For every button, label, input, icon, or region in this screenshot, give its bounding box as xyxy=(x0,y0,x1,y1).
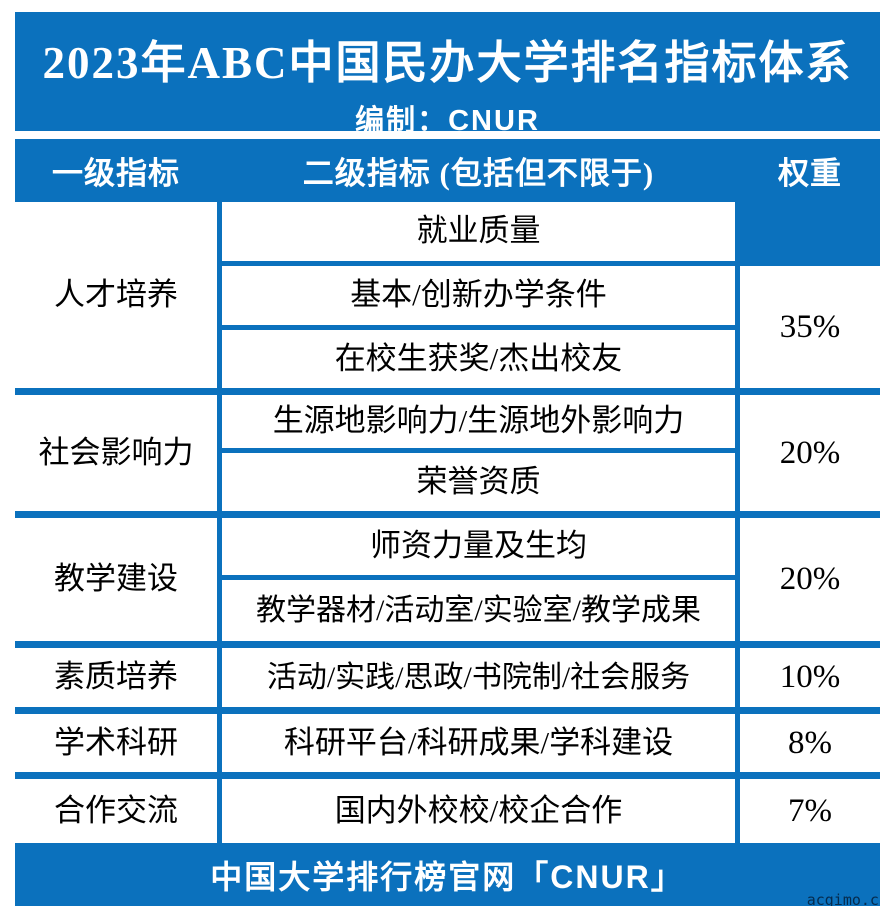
indicator-cell: 就业质量 xyxy=(217,202,740,266)
category-cell: 人才培养 xyxy=(15,202,217,395)
weight-header-extension xyxy=(740,202,880,266)
indicator-cell: 活动/实践/思政/书院制/社会服务 xyxy=(217,648,740,714)
footer-text: 中国大学排行榜官网「CNUR」 xyxy=(210,858,685,895)
indicator-cell: 科研平台/科研成果/学科建设 xyxy=(217,714,740,779)
category-cell: 社会影响力 xyxy=(15,395,217,518)
weight-cell: 7% xyxy=(740,779,880,843)
header-weight: 权重 xyxy=(778,156,842,191)
indicator-cell: 荣誉资质 xyxy=(217,453,740,518)
weight-cell: 10% xyxy=(740,648,880,714)
page-subtitle: 编制：CNUR xyxy=(355,105,540,137)
weight-cell: 20% xyxy=(740,395,880,518)
page-title: 2023年ABC中国民办大学排名指标体系 xyxy=(42,38,853,88)
weight-cell: 8% xyxy=(740,714,880,779)
indicator-cell: 师资力量及生均 xyxy=(217,518,740,580)
category-cell: 合作交流 xyxy=(15,779,217,843)
watermark-text: acgimo.co xyxy=(806,891,880,906)
category-cell: 素质培养 xyxy=(15,648,217,714)
header-primary-indicator: 一级指标 xyxy=(52,156,180,191)
footer-band: 中国大学排行榜官网「CNUR」 acgimo.co xyxy=(15,843,880,906)
header-secondary-indicator: 二级指标 (包括但不限于) xyxy=(302,156,655,191)
indicator-cell: 基本/创新办学条件 xyxy=(217,266,740,330)
indicator-cell: 生源地影响力/生源地外影响力 xyxy=(217,395,740,453)
table-header-row: 一级指标 二级指标 (包括但不限于) 权重 xyxy=(15,139,880,202)
indicator-cell: 教学器材/活动室/实验室/教学成果 xyxy=(217,580,740,648)
indicator-cell: 在校生获奖/杰出校友 xyxy=(217,330,740,395)
weight-cell: 35% xyxy=(740,266,880,395)
indicator-table: 人才培养 就业质量 基本/创新办学条件 35% 在校生获奖/杰出校友 社会影响力… xyxy=(15,202,880,843)
weight-cell: 20% xyxy=(740,518,880,648)
category-cell: 学术科研 xyxy=(15,714,217,779)
category-cell: 教学建设 xyxy=(15,518,217,648)
title-band: 2023年ABC中国民办大学排名指标体系 编制：CNUR xyxy=(15,12,880,137)
indicator-cell: 国内外校校/校企合作 xyxy=(217,779,740,843)
